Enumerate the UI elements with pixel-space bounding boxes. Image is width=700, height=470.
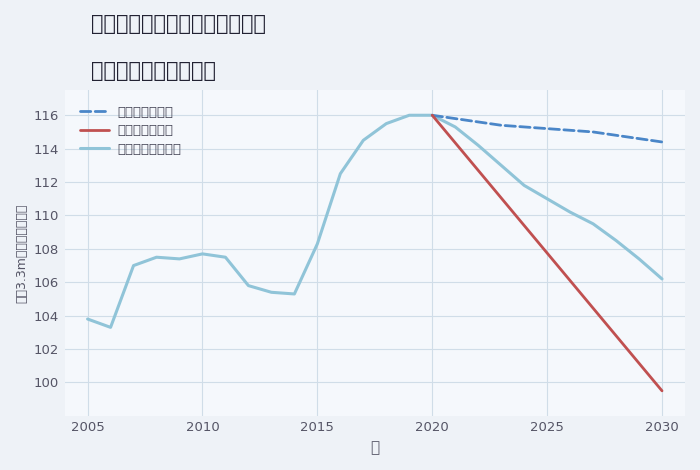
ノーマルシナリオ — [336, 171, 344, 177]
グッドシナリオ — [543, 126, 552, 132]
ノーマルシナリオ — [497, 163, 505, 168]
ノーマルシナリオ — [382, 121, 391, 126]
ノーマルシナリオ — [244, 283, 253, 289]
グッドシナリオ — [497, 123, 505, 128]
ノーマルシナリオ — [267, 290, 276, 295]
ノーマルシナリオ — [130, 263, 138, 268]
Line: グッドシナリオ: グッドシナリオ — [432, 115, 662, 142]
ノーマルシナリオ — [405, 112, 414, 118]
ノーマルシナリオ — [520, 182, 528, 188]
ノーマルシナリオ — [153, 254, 161, 260]
ノーマルシナリオ — [83, 316, 92, 322]
ノーマルシナリオ — [359, 138, 368, 143]
Text: 愛知県名古屋市天白区山郷町の: 愛知県名古屋市天白区山郷町の — [91, 14, 266, 34]
グッドシナリオ — [635, 136, 643, 141]
ノーマルシナリオ — [451, 124, 459, 130]
X-axis label: 年: 年 — [370, 440, 379, 455]
ノーマルシナリオ — [543, 196, 552, 202]
ノーマルシナリオ — [658, 276, 666, 282]
ノーマルシナリオ — [612, 238, 620, 243]
グッドシナリオ — [474, 119, 482, 125]
Text: 中古戸建ての価格推移: 中古戸建ての価格推移 — [91, 61, 216, 81]
ノーマルシナリオ — [428, 112, 436, 118]
グッドシナリオ — [566, 127, 574, 133]
ノーマルシナリオ — [313, 241, 321, 247]
ノーマルシナリオ — [221, 254, 230, 260]
ノーマルシナリオ — [589, 221, 597, 227]
ノーマルシナリオ — [106, 325, 115, 330]
ノーマルシナリオ — [175, 256, 183, 262]
ノーマルシナリオ — [290, 291, 299, 297]
ノーマルシナリオ — [474, 142, 482, 148]
ノーマルシナリオ — [566, 209, 574, 215]
グッドシナリオ — [658, 139, 666, 145]
グッドシナリオ — [520, 124, 528, 130]
グッドシナリオ — [612, 133, 620, 138]
グッドシナリオ — [451, 116, 459, 121]
グッドシナリオ — [428, 112, 436, 118]
ノーマルシナリオ — [198, 251, 206, 257]
グッドシナリオ — [589, 129, 597, 135]
Line: ノーマルシナリオ: ノーマルシナリオ — [88, 115, 662, 328]
Y-axis label: 坪（3.3m）単価（万円）: 坪（3.3m）単価（万円） — [15, 204, 28, 303]
Legend: グッドシナリオ, バッドシナリオ, ノーマルシナリオ: グッドシナリオ, バッドシナリオ, ノーマルシナリオ — [78, 103, 183, 158]
ノーマルシナリオ — [635, 256, 643, 262]
